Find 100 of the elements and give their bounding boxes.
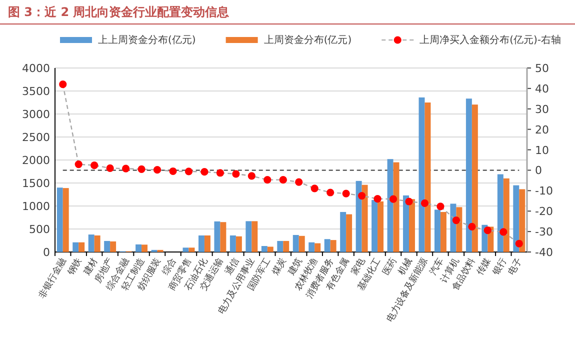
y-tick-label: 4000	[22, 62, 50, 75]
point	[326, 188, 334, 196]
chart-title: 图 3：近 2 周北向资金行业配置变动信息	[8, 5, 230, 19]
bar	[387, 159, 394, 252]
y2-tick-label: 40	[535, 82, 549, 96]
bar	[277, 240, 284, 252]
point	[358, 192, 366, 200]
point	[436, 202, 444, 210]
bar	[424, 102, 431, 252]
bar	[246, 221, 252, 252]
bar	[466, 98, 472, 252]
point	[59, 80, 67, 88]
bar	[456, 207, 462, 252]
bar	[440, 212, 446, 252]
y-tick-label: 3500	[22, 85, 50, 98]
bar	[503, 178, 510, 252]
bar	[236, 236, 242, 252]
point	[389, 195, 398, 203]
point	[515, 240, 523, 248]
bar	[214, 221, 220, 252]
bar	[324, 239, 330, 252]
legend-label: 上周资金分布(亿元)	[264, 34, 352, 46]
point	[420, 199, 429, 207]
bar	[378, 201, 384, 252]
bar	[434, 210, 440, 252]
bar	[372, 200, 378, 252]
bar	[62, 188, 69, 252]
legend-label: 上周净买入金额分布(亿元)-右轴	[420, 34, 562, 46]
y2-tick-label: 20	[535, 123, 549, 136]
y2-tick-label: -40	[535, 246, 553, 259]
point	[500, 228, 508, 236]
bar	[519, 189, 526, 252]
bar	[283, 240, 290, 252]
y-tick-label: 2500	[22, 131, 50, 144]
y-tick-label: 3000	[22, 108, 50, 121]
bar	[418, 97, 425, 252]
bar	[513, 185, 520, 252]
point	[90, 162, 98, 170]
bar	[308, 242, 315, 252]
bar	[497, 174, 504, 252]
bar	[188, 248, 195, 252]
bar	[110, 241, 116, 252]
x-tick-label: 煤炭	[270, 256, 289, 278]
point	[153, 166, 162, 174]
bar	[267, 246, 274, 252]
bar	[330, 240, 336, 252]
point	[374, 195, 382, 203]
bar	[252, 221, 258, 252]
y-tick-label: 2000	[22, 154, 50, 167]
point	[138, 165, 146, 173]
bar	[292, 234, 299, 252]
point	[200, 168, 208, 176]
point	[264, 176, 272, 184]
bar	[104, 240, 110, 252]
y2-tick-label: -20	[535, 205, 553, 218]
bar	[298, 236, 305, 252]
point	[342, 190, 350, 198]
point	[232, 170, 240, 178]
x-tick-label: 电子	[506, 256, 525, 278]
point	[279, 176, 287, 184]
bar	[409, 199, 415, 252]
y-tick-label: 500	[29, 223, 50, 236]
point	[184, 168, 193, 176]
point	[468, 222, 476, 230]
bar	[182, 248, 189, 252]
bar	[78, 242, 85, 252]
point	[169, 167, 177, 176]
bar	[340, 212, 346, 252]
y2-tick-label: -10	[535, 184, 553, 198]
x-tick-label: 医药	[380, 256, 399, 278]
y-tick-label: 1000	[22, 200, 50, 213]
y-tick-label: 0	[43, 246, 50, 259]
y2-tick-label: 30	[535, 102, 549, 116]
bar	[472, 104, 478, 252]
bar	[94, 235, 100, 252]
bar	[136, 244, 142, 252]
y2-tick-label: -30	[535, 226, 553, 239]
bar	[261, 246, 268, 252]
bar	[356, 180, 362, 252]
bar	[220, 222, 226, 252]
y2-tick-label: 50	[535, 62, 549, 75]
bar	[230, 235, 236, 252]
point	[484, 226, 492, 234]
point	[405, 198, 413, 206]
bar	[56, 188, 63, 252]
point	[248, 172, 256, 180]
y-tick-label: 1500	[22, 177, 50, 190]
point	[122, 164, 130, 172]
bar	[204, 235, 210, 252]
point	[295, 178, 303, 186]
point	[74, 160, 82, 168]
point	[106, 164, 114, 172]
point	[310, 184, 318, 192]
bar	[346, 214, 352, 252]
y2-tick-label: 10	[535, 144, 549, 157]
bar	[362, 184, 368, 252]
bar	[72, 242, 79, 252]
bar	[142, 244, 148, 252]
point	[452, 216, 460, 224]
bar	[314, 243, 321, 252]
